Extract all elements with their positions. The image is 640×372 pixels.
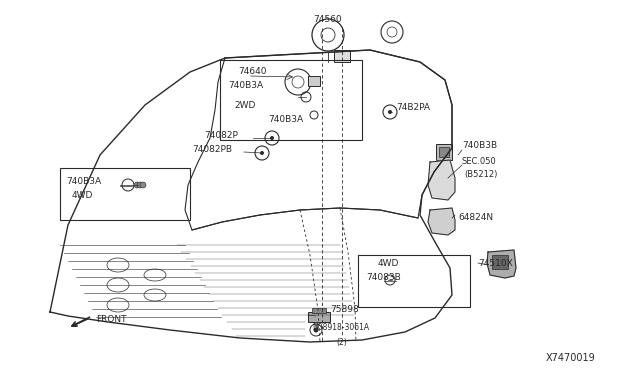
Text: 74B2PA: 74B2PA	[396, 103, 430, 112]
Bar	[312, 308, 326, 313]
Text: 740B3B: 740B3B	[462, 141, 497, 151]
Text: 74510X: 74510X	[478, 260, 513, 269]
Text: N08918-3061A: N08918-3061A	[312, 324, 369, 333]
Polygon shape	[428, 160, 455, 200]
Text: 74560: 74560	[314, 16, 342, 25]
Bar	[334, 50, 350, 62]
Bar	[439, 147, 449, 157]
Polygon shape	[428, 208, 455, 235]
Circle shape	[270, 136, 274, 140]
Text: 4WD: 4WD	[378, 260, 399, 269]
Text: 740B3A: 740B3A	[66, 177, 101, 186]
Bar	[220, 60, 362, 140]
Text: (B5212): (B5212)	[464, 170, 497, 180]
Circle shape	[134, 182, 140, 188]
Text: 74083B: 74083B	[366, 273, 401, 282]
Text: 74082P: 74082P	[204, 131, 238, 140]
Bar	[358, 255, 470, 307]
Bar	[492, 255, 508, 269]
Text: 740B3A: 740B3A	[268, 115, 303, 125]
Text: 740B3A: 740B3A	[228, 81, 263, 90]
Text: 74082PB: 74082PB	[192, 145, 232, 154]
Bar	[308, 76, 320, 86]
Text: X7470019: X7470019	[546, 353, 596, 363]
Bar	[436, 144, 452, 160]
Bar	[308, 312, 330, 322]
Polygon shape	[487, 250, 516, 278]
Text: 64824N: 64824N	[458, 214, 493, 222]
Text: 2WD: 2WD	[234, 100, 255, 109]
Circle shape	[260, 151, 264, 155]
Bar	[60, 168, 190, 220]
Circle shape	[137, 182, 143, 188]
Text: SEC.050: SEC.050	[462, 157, 497, 167]
Text: (2): (2)	[336, 337, 347, 346]
Circle shape	[140, 182, 146, 188]
Text: 74640: 74640	[238, 67, 266, 77]
Text: 75898: 75898	[330, 305, 359, 314]
Text: FRONT: FRONT	[96, 314, 127, 324]
Text: 4WD: 4WD	[72, 192, 93, 201]
Circle shape	[314, 327, 319, 333]
Circle shape	[388, 110, 392, 114]
